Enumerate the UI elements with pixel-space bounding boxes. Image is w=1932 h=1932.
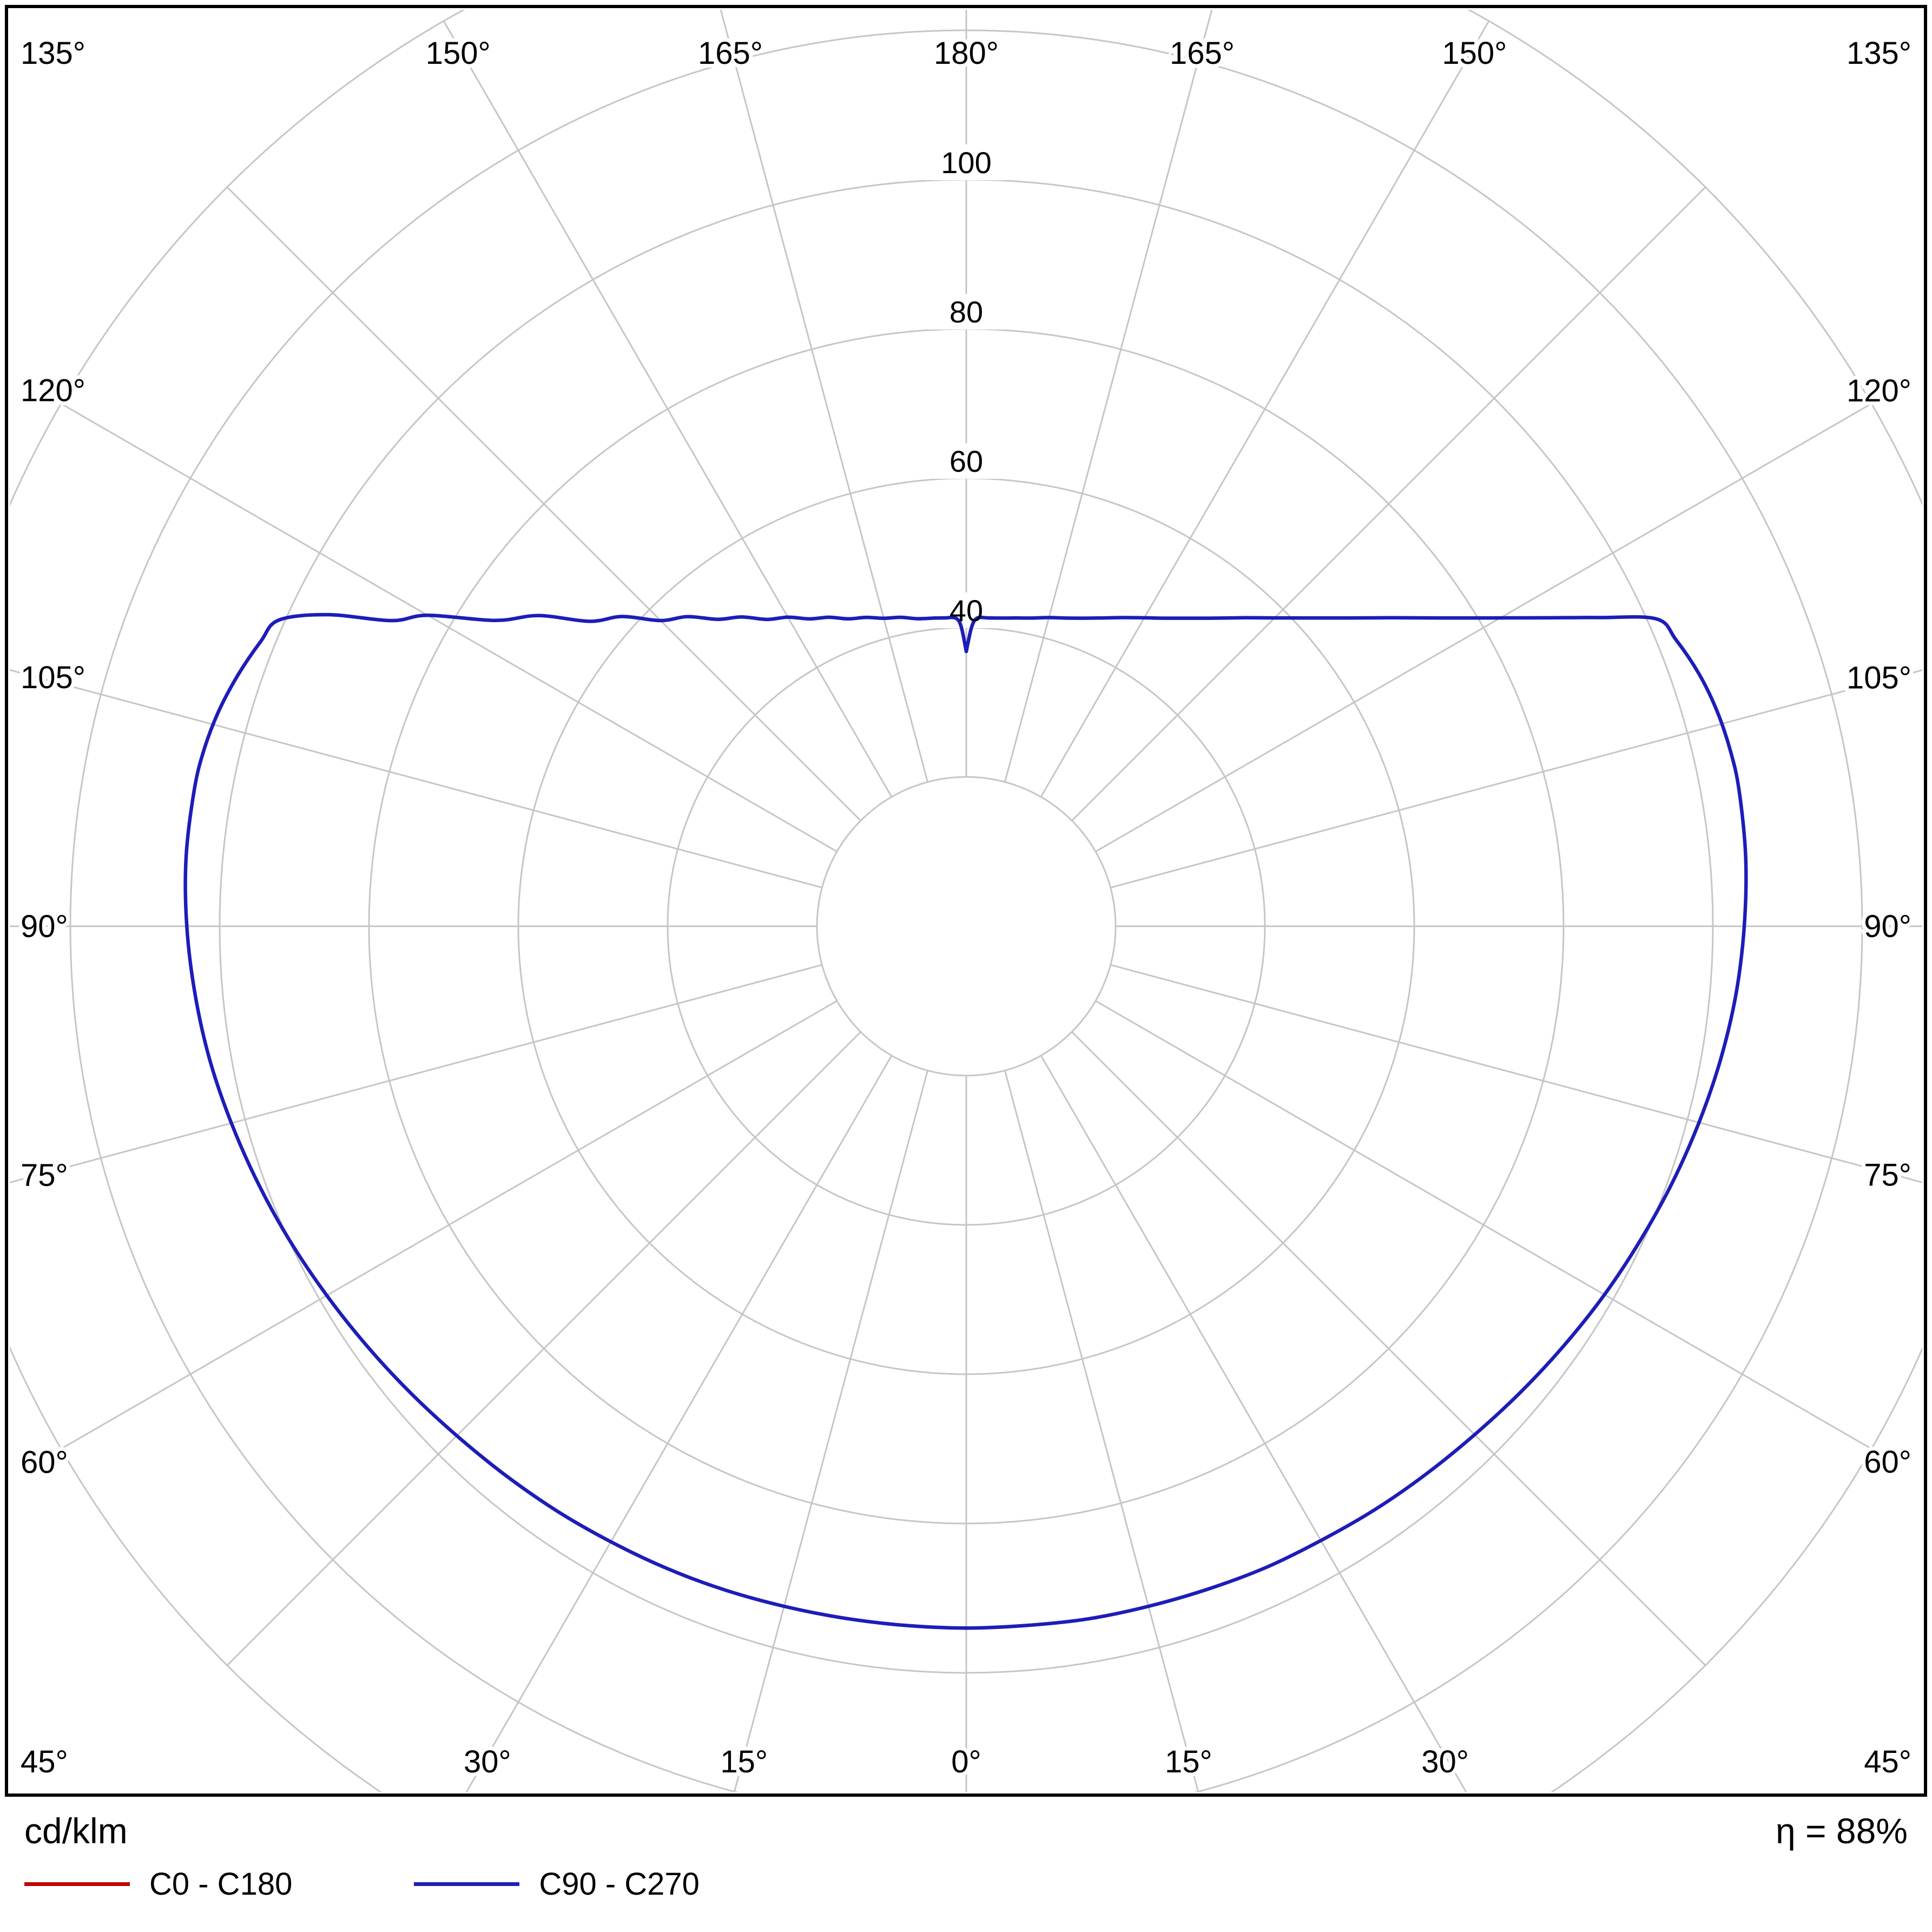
grid-spoke: [1095, 403, 1872, 853]
grid-spoke: [1095, 1000, 1872, 1450]
angle-label: 75°: [1864, 1158, 1911, 1193]
angle-label: 165°: [1170, 36, 1235, 71]
grid-spoke: [1071, 186, 1706, 821]
angle-label: 135°: [1847, 36, 1911, 71]
radial-tick-mask: [926, 443, 1007, 479]
angle-label: 15°: [1165, 1744, 1212, 1779]
angle-label: 165°: [698, 36, 763, 71]
angle-label: 120°: [1847, 373, 1911, 408]
radial-tick-mask: [926, 144, 1007, 180]
angle-label: 60°: [1864, 1445, 1911, 1480]
angle-label: 105°: [21, 660, 85, 695]
legend-item-c0-c180: C0 - C180: [24, 1866, 292, 1902]
grid-spoke: [226, 1031, 861, 1666]
footer-top-row: cd/klm η = 88%: [0, 1802, 1932, 1850]
angle-label: 150°: [426, 36, 491, 71]
angle-label: 180°: [934, 36, 999, 71]
chart-footer: cd/klm η = 88% C0 - C180 C90 - C270: [0, 1802, 1932, 1932]
grid-spoke: [1040, 21, 1490, 797]
grid-spoke: [1040, 1055, 1467, 1792]
angle-label: 60°: [21, 1445, 68, 1480]
legend-label-c0-c180: C0 - C180: [149, 1867, 293, 1902]
angle-label: 30°: [464, 1744, 511, 1779]
radial-tick-mask: [926, 592, 1007, 628]
legend: C0 - C180 C90 - C270: [0, 1850, 1932, 1902]
grid-spoke: [61, 1000, 838, 1450]
grid-spoke: [1004, 10, 1213, 782]
angle-label: 45°: [21, 1744, 68, 1779]
grid-spoke: [10, 669, 822, 889]
plot-border: [5, 5, 1927, 1797]
units-label: cd/klm: [24, 1811, 128, 1851]
angle-label: 30°: [1421, 1744, 1469, 1779]
angle-label: 15°: [720, 1744, 768, 1779]
grid-spoke: [61, 403, 838, 853]
radial-tick-label: 100: [941, 146, 991, 180]
grid-spoke: [226, 186, 861, 821]
polar-photometric-chart: 40 60 80 100 0° 15° 15° 30° 30° 45° 45° 60° 60° 75° 75…: [5, 5, 1927, 1797]
intensity-curve-c90-c270: [183, 612, 1748, 1630]
angle-label: 90°: [1864, 909, 1911, 944]
angle-label: 90°: [21, 909, 68, 944]
angle-label: 75°: [21, 1158, 68, 1193]
radial-tick-label: 60: [949, 444, 983, 478]
grid-spoke: [1004, 1070, 1199, 1792]
grid-spoke: [720, 10, 929, 782]
angle-label: 45°: [1864, 1744, 1911, 1779]
legend-swatch-c90-c270: [414, 1882, 520, 1887]
radial-tick-label: 80: [949, 295, 983, 329]
grid-spoke: [443, 21, 893, 797]
efficiency-label: η = 88%: [1775, 1811, 1908, 1851]
legend-item-c90-c270: C90 - C270: [414, 1866, 700, 1902]
grid-spoke: [733, 1070, 929, 1792]
legend-label-c90-c270: C90 - C270: [539, 1867, 700, 1902]
angle-label: 0°: [951, 1744, 981, 1779]
grid-spoke: [1110, 669, 1922, 889]
grid-spoke: [10, 964, 822, 1184]
angle-label: 150°: [1442, 36, 1507, 71]
grid-spoke: [1071, 1031, 1706, 1666]
radial-tick-mask: [926, 294, 1007, 329]
radial-tick-label: 40: [949, 594, 983, 628]
angle-label: 105°: [1847, 661, 1911, 696]
legend-swatch-c0-c180: [24, 1882, 130, 1887]
angle-label: 135°: [21, 36, 85, 71]
grid-spoke: [465, 1055, 893, 1792]
angle-label: 120°: [21, 373, 85, 408]
grid-spoke: [1110, 964, 1922, 1183]
